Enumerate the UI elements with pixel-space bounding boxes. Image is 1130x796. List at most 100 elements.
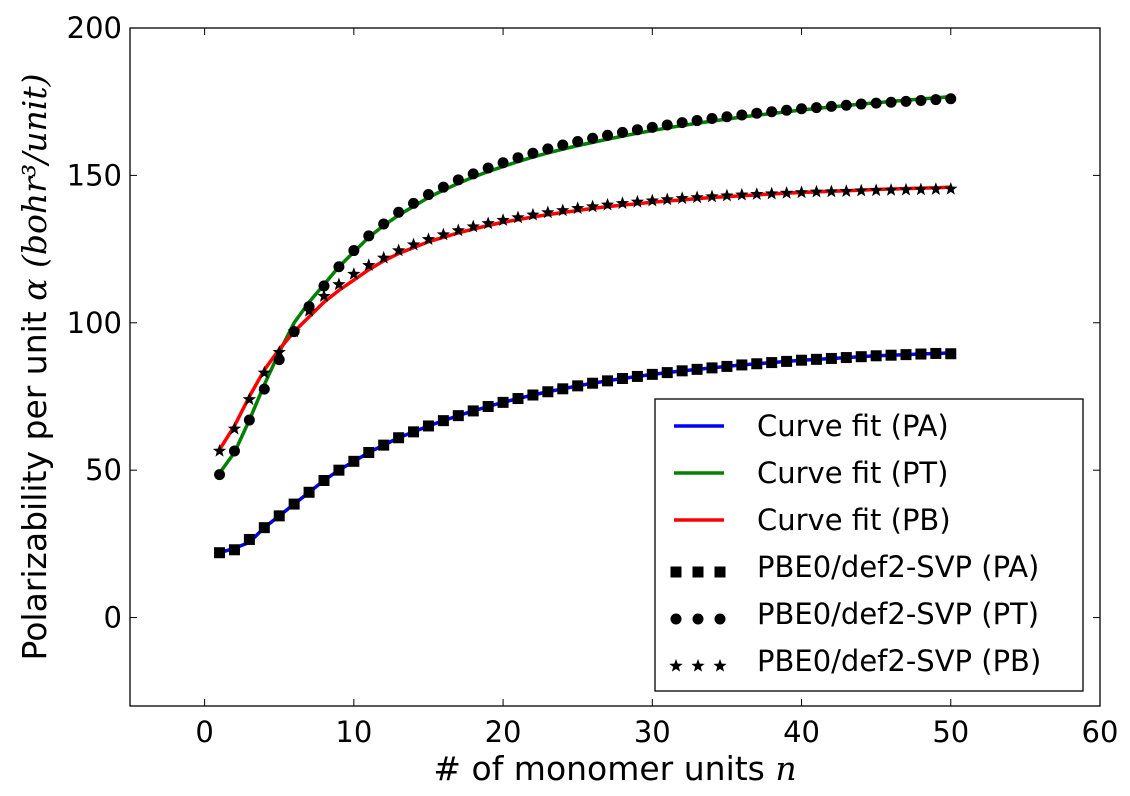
data-point [660, 192, 674, 206]
data-point [915, 348, 927, 360]
data-point [527, 389, 539, 401]
data-point [348, 455, 360, 467]
data-point [287, 324, 301, 338]
data-point [721, 360, 733, 372]
data-point [258, 383, 270, 395]
x-tick-label: 0 [195, 715, 213, 749]
data-point [512, 393, 524, 405]
legend-swatch-3 [670, 566, 682, 578]
data-point [452, 174, 464, 186]
data-point [511, 210, 525, 224]
data-point [914, 182, 928, 196]
legend-label-2: Curve fit (PB) [757, 503, 951, 537]
data-point [900, 349, 912, 361]
data-point [675, 191, 689, 205]
data-point [706, 362, 718, 374]
data-point [825, 352, 837, 364]
data-point [839, 184, 853, 197]
data-point [436, 227, 451, 241]
data-point [557, 139, 569, 151]
data-point [482, 162, 494, 174]
data-point [825, 100, 837, 112]
data-point [751, 107, 763, 119]
data-point [587, 377, 599, 389]
y-tick-label: 200 [67, 11, 122, 45]
data-point [303, 486, 315, 498]
data-point [422, 420, 434, 432]
data-point [214, 547, 226, 559]
data-point [212, 444, 227, 457]
legend-swatch-4 [670, 613, 682, 625]
data-point [243, 533, 255, 545]
y-tick-label: 0 [104, 601, 122, 635]
data-point [228, 544, 240, 556]
data-point [214, 469, 226, 481]
legend-swatch-3 [714, 566, 726, 578]
data-point [437, 415, 449, 427]
legend-swatch-5 [691, 659, 705, 672]
x-tick-label: 60 [1082, 715, 1119, 749]
data-point [363, 230, 375, 242]
data-point [497, 157, 509, 169]
data-point [496, 213, 510, 226]
data-point [227, 421, 242, 435]
data-point [796, 103, 808, 115]
data-point [600, 197, 615, 211]
data-point [452, 410, 464, 422]
data-point [945, 93, 957, 105]
data-point [766, 106, 778, 118]
data-point [631, 124, 643, 136]
data-point [348, 245, 360, 257]
data-point [408, 426, 420, 438]
data-point [840, 352, 852, 364]
legend-box [654, 398, 1084, 692]
data-point [273, 354, 285, 366]
data-point [810, 353, 822, 365]
series-markers [212, 93, 958, 559]
data-point [930, 94, 942, 106]
data-point [347, 267, 361, 280]
data-point [406, 237, 421, 251]
data-point [854, 183, 868, 197]
data-point [750, 187, 764, 200]
data-point [242, 392, 257, 406]
data-point [317, 289, 331, 302]
data-point [884, 183, 898, 196]
y-tick-label: 150 [67, 158, 122, 192]
data-point [391, 243, 406, 257]
y-tick-label: 50 [85, 453, 122, 487]
data-point [796, 354, 808, 366]
data-point [541, 205, 555, 219]
data-point [616, 126, 628, 138]
data-point [393, 206, 405, 218]
data-point [467, 168, 479, 180]
data-point [587, 132, 599, 144]
data-point [915, 95, 927, 107]
data-point [571, 201, 585, 215]
data-point [869, 183, 883, 197]
data-point [363, 446, 375, 458]
data-point [288, 498, 300, 510]
data-point [481, 216, 495, 230]
legend-label-0: Curve fit (PA) [757, 409, 949, 443]
data-point [705, 189, 719, 203]
data-point [691, 363, 703, 375]
data-point [810, 102, 822, 114]
data-point [930, 347, 942, 359]
data-point [451, 223, 465, 237]
data-point [332, 277, 346, 291]
data-point [929, 182, 943, 195]
data-point [421, 232, 436, 246]
legend-label-1: Curve fit (PT) [757, 456, 948, 490]
series-markers-3 [214, 347, 957, 559]
data-point [437, 181, 449, 193]
data-point [302, 303, 316, 317]
x-tick-label: 10 [335, 715, 372, 749]
data-point [272, 345, 286, 358]
series-markers-4 [214, 93, 957, 481]
data-point [779, 186, 794, 199]
data-point [466, 219, 480, 233]
data-point [631, 370, 643, 382]
data-point [690, 190, 704, 204]
